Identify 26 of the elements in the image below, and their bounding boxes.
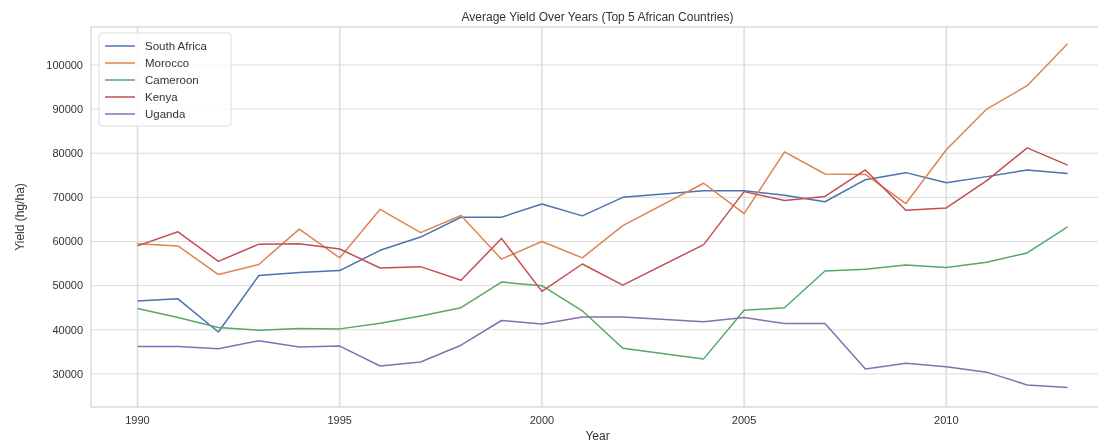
x-tick-label: 2010 — [934, 414, 959, 426]
legend-label: Cameroon — [145, 74, 199, 87]
y-tick-label: 30000 — [52, 367, 83, 380]
line-series — [136, 226, 1069, 360]
x-tick-label: 2000 — [529, 414, 555, 426]
y-tick-label: 80000 — [52, 147, 83, 160]
y-tick-label: 40000 — [52, 323, 83, 336]
x-axis-title: Year — [585, 429, 610, 442]
y-tick-label: 70000 — [52, 191, 83, 204]
x-tick-label: 1995 — [327, 414, 352, 426]
legend-label: Uganda — [145, 108, 186, 121]
x-tick-label: 2005 — [731, 414, 757, 426]
line-series — [136, 316, 1069, 389]
line-series — [136, 169, 1069, 333]
y-axis-title: Yield (hg/ha) — [13, 183, 27, 251]
y-tick-label: 60000 — [52, 235, 83, 248]
y-tick-label: 90000 — [52, 102, 83, 115]
legend-label: Kenya — [145, 91, 179, 104]
chart-title: Average Yield Over Years (Top 5 African Countries) — [461, 10, 734, 24]
line-series — [136, 147, 1069, 293]
x-tick-label: 1990 — [125, 414, 150, 426]
y-tick-label: 100000 — [46, 58, 83, 71]
legend-label: Morocco — [145, 57, 190, 70]
line-series — [136, 43, 1069, 276]
legend-label: South Africa — [145, 40, 208, 53]
y-tick-label: 50000 — [52, 279, 83, 292]
